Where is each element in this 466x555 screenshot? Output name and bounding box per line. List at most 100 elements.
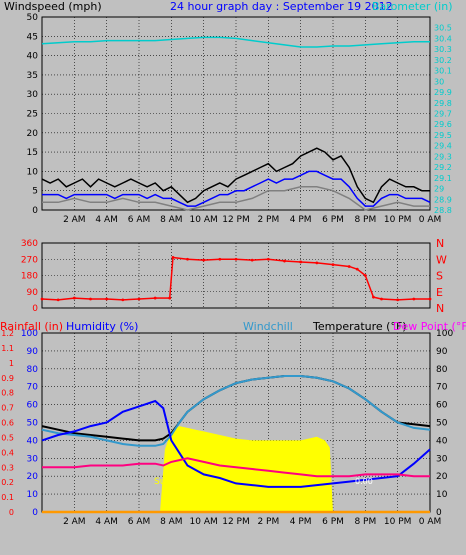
rainfall-axis-label: Rainfall (in)	[0, 320, 63, 333]
x-tick-label: 6 PM	[322, 215, 344, 225]
compass-tick-label: N	[436, 302, 444, 315]
y-tick-label: 30	[27, 454, 39, 464]
direction-point	[72, 296, 76, 300]
x-tick-label: 12 PM	[222, 517, 250, 527]
x-tick-label: 4 PM	[290, 517, 312, 527]
y-tick-label: 50	[27, 13, 39, 23]
series-line	[41, 36, 430, 48]
y-tick-label: 50	[27, 419, 39, 429]
y-tick-label: 90	[27, 347, 39, 357]
y-tick-label: 270	[21, 255, 38, 265]
direction-point	[396, 298, 400, 302]
y2-tick-label: 30.4	[434, 34, 452, 43]
x-tick-label: 10 PM	[384, 215, 412, 225]
y2-tick-label: 30.1	[434, 67, 452, 76]
y2-tick-label: 30.2	[434, 56, 452, 65]
series-line	[42, 457, 430, 478]
y-tick-label: 360	[21, 239, 38, 249]
y-tick-label: 15	[27, 148, 38, 158]
direction-point	[168, 296, 172, 300]
dewpoint-axis-label: Dew Point (°F)	[393, 320, 466, 333]
direction-segment	[348, 265, 358, 270]
direction-point	[372, 295, 375, 299]
x-tick-label: 10 PM	[384, 517, 412, 527]
direction-point	[355, 267, 359, 271]
x-tick-label: 4 PM	[290, 215, 312, 225]
y2-tick-label: 29.1	[434, 174, 452, 183]
direction-point	[266, 257, 270, 261]
tick-layer: 2 AM 4 AM 6 AM 8 AM 10 AM 12 PM 2 PM 4 PM 6 PM 8 …	[1, 13, 453, 527]
y-tick-label: 10	[27, 167, 39, 177]
y2-tick-label: 60	[436, 401, 448, 411]
direction-point	[250, 258, 254, 262]
y2-tick-label: 29.2	[434, 163, 452, 172]
direction-point	[283, 259, 286, 263]
direction-segment	[252, 258, 269, 261]
windchill-axis-label: Windchill	[243, 320, 293, 333]
x-tick-label: 6 PM	[322, 517, 344, 527]
direction-segment	[74, 297, 91, 300]
y2-tick-label: 70	[436, 383, 448, 393]
y2-tick-label: 29.9	[434, 88, 452, 97]
direction-point	[186, 257, 189, 261]
x-tick-label: 4 AM	[95, 215, 118, 225]
direction-segment	[381, 298, 398, 301]
y-tick-label: 80	[27, 365, 39, 375]
rain-tick-label: 0.3	[1, 463, 14, 472]
series-line	[41, 375, 431, 447]
x-tick-label: 8 AM	[160, 517, 183, 527]
direction-segment	[235, 258, 253, 261]
direction-segment	[172, 256, 188, 260]
direction-point	[121, 298, 125, 302]
series-line	[41, 147, 430, 204]
y-tick-label: 20	[27, 129, 39, 139]
series-line	[41, 399, 431, 488]
direction-point	[40, 297, 44, 301]
y-tick-label: 25	[27, 110, 38, 120]
direction-point	[105, 297, 109, 301]
rain-tick-label: 0.8	[1, 389, 14, 398]
y2-tick-label: 29.5	[434, 131, 452, 140]
rain-tick-label: 0.9	[1, 374, 14, 383]
direction-point	[171, 256, 175, 259]
compass-tick-label: S	[436, 270, 443, 283]
direction-point	[347, 265, 351, 268]
y2-tick-label: 30.5	[434, 24, 452, 33]
direction-point	[412, 297, 416, 301]
rain-tick-label: 1.1	[1, 344, 14, 353]
x-tick-label: 8 PM	[354, 517, 376, 527]
x-tick-label: 8 PM	[354, 215, 376, 225]
y2-tick-label: 28.9	[434, 195, 452, 204]
y-tick-label: 100	[21, 329, 38, 339]
direction-segment	[187, 258, 204, 261]
direction-segment	[332, 263, 350, 268]
direction-segment	[122, 298, 140, 301]
x-tick-label: 6 AM	[128, 517, 151, 527]
y2-tick-label: 100	[436, 329, 453, 339]
direction-segment	[268, 258, 285, 262]
y-tick-label: 30	[27, 90, 39, 100]
rain-tick-label: 0.2	[1, 478, 14, 487]
x-tick-label: 2 PM	[257, 215, 279, 225]
grid-layer	[42, 16, 431, 513]
direction-segment	[284, 260, 301, 263]
y-tick-label: 5	[32, 187, 38, 197]
series-line	[42, 186, 430, 211]
y2-tick-label: 29.3	[434, 152, 452, 161]
compass-tick-label: W	[436, 253, 447, 266]
y-tick-label: 0	[32, 206, 38, 216]
y2-tick-label: 29.7	[434, 110, 452, 119]
y-tick-label: 0	[32, 304, 38, 314]
y2-tick-label: 29.8	[434, 99, 452, 108]
x-tick-label: 0 AM	[419, 215, 442, 225]
direction-point	[380, 297, 383, 301]
x-tick-label: 10 AM	[190, 517, 218, 527]
direction-point	[137, 297, 141, 301]
x-tick-label: 6 AM	[128, 215, 151, 225]
x-tick-label: 4 AM	[95, 517, 118, 527]
y-tick-label: 60	[27, 401, 39, 411]
direction-segment	[203, 258, 220, 261]
compass-tick-label: N	[436, 237, 444, 250]
wind-axis-label: Windspeed (mph)	[4, 0, 102, 13]
y2-tick-label: 30.3	[434, 45, 452, 54]
